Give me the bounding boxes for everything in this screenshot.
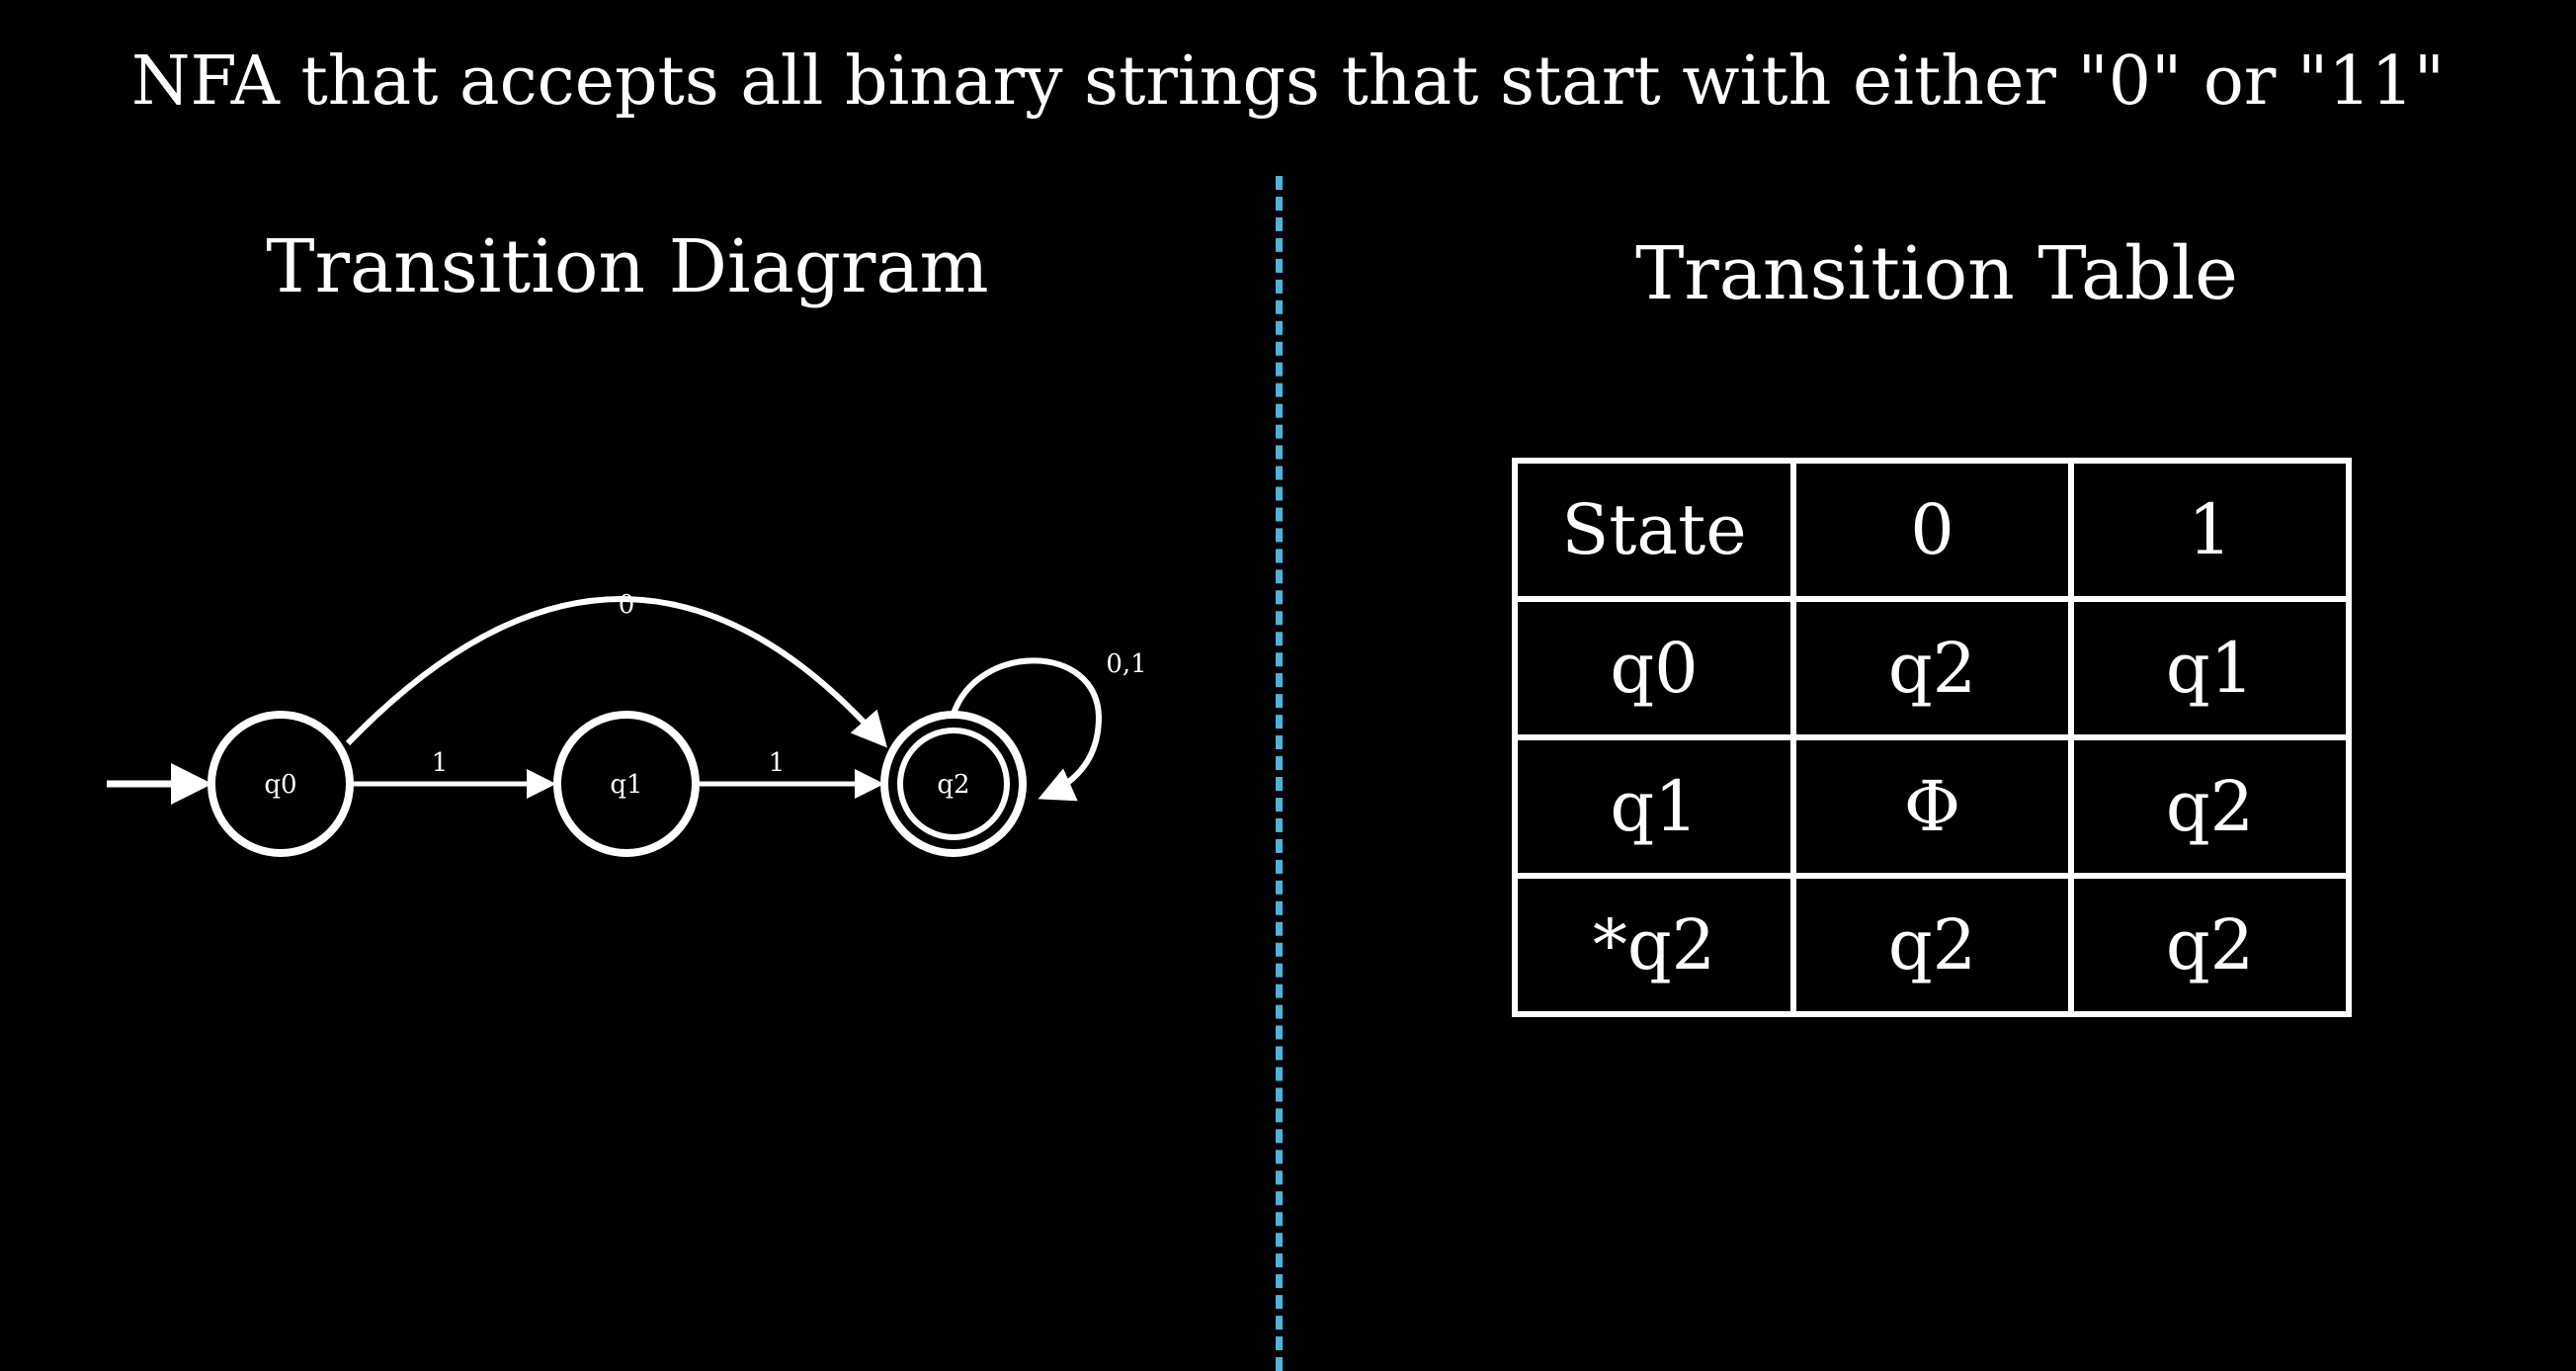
table-cell: q2 [1790,596,2074,740]
table-row: *q2 q2 q2 [1512,873,2352,1017]
state-q1-label: q1 [610,770,642,800]
edge-q0-q2 [345,596,887,748]
table-cell: q1 [2068,596,2352,740]
state-q0-label: q0 [264,770,296,800]
table-heading: Transition Table [1635,231,2238,316]
table-cell: Φ [1790,734,2074,879]
table-row: q1 Φ q2 [1512,734,2352,879]
state-q2-label: q2 [937,770,969,800]
table-row: q0 q2 q1 [1512,596,2352,740]
table-cell: q0 [1512,596,1796,740]
table-cell: *q2 [1512,873,1796,1017]
edge-q0-q2-label: 0 [619,590,635,620]
header-symbol-1: 1 [2068,458,2352,602]
diagram-heading: Transition Diagram [266,224,989,309]
state-q2: q2 [880,711,1027,857]
table-cell: q2 [2068,734,2352,879]
header-state: State [1512,458,1796,602]
edge-q0-q1-label: 1 [432,748,449,778]
header-symbol-0: 0 [1790,458,2074,602]
edge-q1-q2-label: 1 [769,748,786,778]
table-cell: q2 [1790,873,2074,1017]
section-divider [1276,176,1283,1371]
table-cell: q2 [2068,873,2352,1017]
transition-diagram: 1 1 0 0,1 q0 q1 q2 [107,590,1147,857]
transition-table: State 0 1 q0 q2 q1 q1 Φ q2 *q2 q2 q2 [1512,458,2352,1017]
page-title: NFA that accepts all binary strings that… [130,43,2446,121]
table-cell: q1 [1512,734,1796,879]
state-q0: q0 [208,711,354,857]
edge-q2-self-label: 0,1 [1106,649,1146,679]
state-q1: q1 [553,711,700,857]
edge-q2-self-loop [951,657,1103,802]
table-header-row: State 0 1 [1512,458,2352,602]
